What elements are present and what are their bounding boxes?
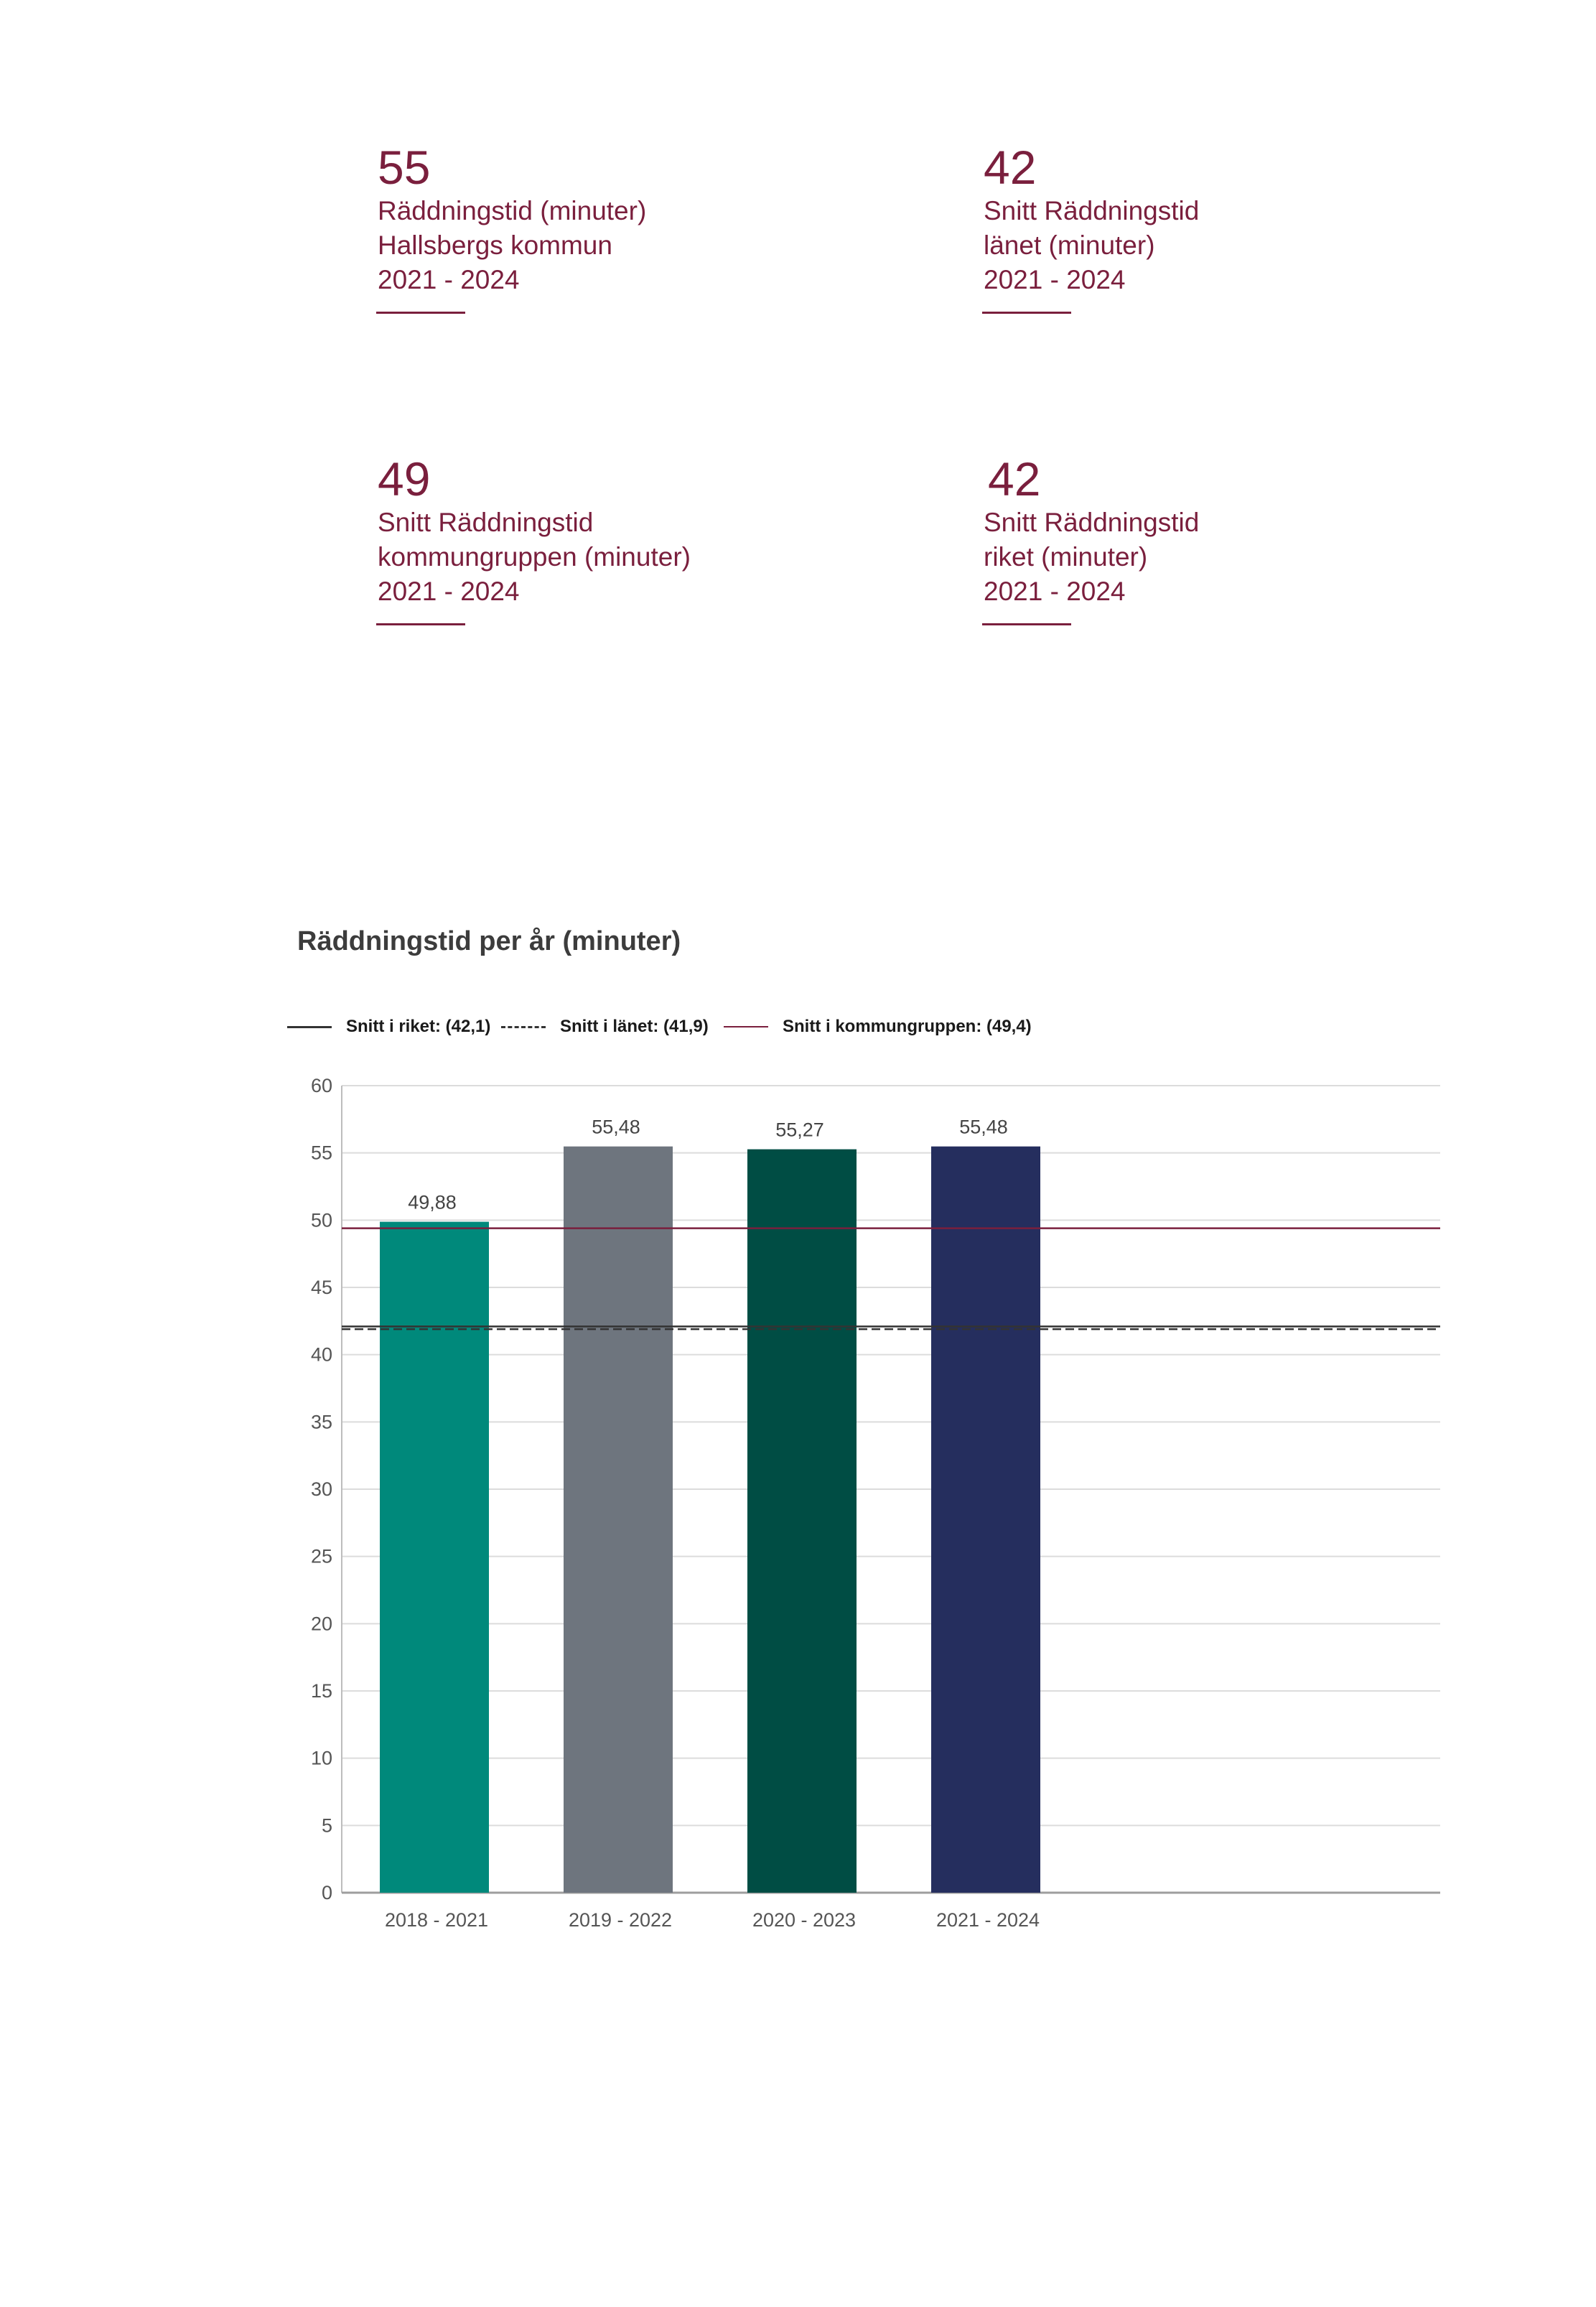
y-tick-label: 5 bbox=[322, 1814, 332, 1836]
y-tick-label: 45 bbox=[311, 1277, 332, 1298]
kpi-card: 49 Snitt Räddningstid kommungruppen (min… bbox=[376, 452, 691, 625]
bar-2020-2023 bbox=[747, 1149, 857, 1893]
kpi-value: 49 bbox=[378, 452, 431, 505]
legend-swatch-wine bbox=[724, 1026, 768, 1027]
kpi-label-line: kommungruppen (minuter) bbox=[378, 542, 691, 572]
legend-swatch-dashed bbox=[501, 1025, 546, 1028]
y-tick-label: 50 bbox=[311, 1209, 332, 1231]
kpi-label-line: Snitt Räddningstid bbox=[984, 196, 1200, 225]
y-tick-label: 30 bbox=[311, 1478, 332, 1500]
y-tick-label: 25 bbox=[311, 1546, 332, 1567]
x-tick-label: 2019 - 2022 bbox=[569, 1909, 672, 1931]
y-tick-label: 20 bbox=[311, 1613, 332, 1634]
x-tick-label: 2021 - 2024 bbox=[936, 1909, 1040, 1931]
legend-label: Snitt i kommungruppen: (49,4) bbox=[783, 1017, 1032, 1036]
legend-item-kommungruppen: Snitt i kommungruppen: (49,4) bbox=[724, 1014, 1032, 1040]
kpi-value: 42 bbox=[988, 452, 1041, 505]
kpi-label-line: 2021 - 2024 bbox=[378, 577, 520, 606]
legend-label: Snitt i länet: (41,9) bbox=[560, 1017, 709, 1036]
bar-value-label: 55,27 bbox=[775, 1119, 824, 1141]
y-tick-label: 40 bbox=[311, 1344, 332, 1366]
bar-value-label: 55,48 bbox=[959, 1117, 1008, 1138]
kpi-label-line: Räddningstid (minuter) bbox=[378, 196, 647, 225]
kpi-label-line: länet (minuter) bbox=[984, 230, 1155, 260]
x-tick-label: 2018 - 2021 bbox=[385, 1909, 488, 1931]
legend-item-riket: Snitt i riket: (42,1) bbox=[287, 1014, 490, 1040]
kpi-value: 55 bbox=[378, 141, 431, 194]
bar-value-label: 49,88 bbox=[408, 1192, 457, 1213]
kpi-divider bbox=[376, 312, 465, 314]
y-tick-label: 60 bbox=[311, 1075, 332, 1096]
kpi-label-line: 2021 - 2024 bbox=[378, 265, 520, 294]
legend-label: Snitt i riket: (42,1) bbox=[346, 1017, 491, 1036]
y-tick-label: 15 bbox=[311, 1680, 332, 1702]
kpi-divider bbox=[376, 623, 465, 625]
kpi-card: 42 Snitt Räddningstid länet (minuter) 20… bbox=[982, 141, 1200, 314]
kpi-divider bbox=[982, 312, 1071, 314]
bar-2018-2021 bbox=[380, 1221, 489, 1893]
x-tick-label: 2020 - 2023 bbox=[752, 1909, 856, 1931]
y-tick-label: 0 bbox=[322, 1882, 332, 1903]
kpi-value: 42 bbox=[984, 141, 1037, 194]
kpi-label-line: Snitt Räddningstid bbox=[984, 508, 1200, 537]
kpi-label-line: 2021 - 2024 bbox=[984, 265, 1126, 294]
legend-swatch-solid bbox=[287, 1025, 332, 1028]
kpi-card: 55 Räddningstid (minuter) Hallsbergs kom… bbox=[376, 141, 647, 314]
kpi-label-line: Hallsbergs kommun bbox=[378, 230, 612, 260]
legend-item-lanet: Snitt i länet: (41,9) bbox=[501, 1014, 709, 1040]
y-tick-label: 10 bbox=[311, 1748, 332, 1769]
kpi-card: 42 Snitt Räddningstid riket (minuter) 20… bbox=[982, 452, 1200, 625]
y-tick-label: 35 bbox=[311, 1411, 332, 1432]
kpi-divider bbox=[982, 623, 1071, 625]
kpi-label-line: Snitt Räddningstid bbox=[378, 508, 594, 537]
bar-value-label: 55,48 bbox=[592, 1117, 640, 1138]
kpi-label-line: 2021 - 2024 bbox=[984, 577, 1126, 606]
y-tick-label: 55 bbox=[311, 1142, 332, 1164]
bar-2021-2024 bbox=[931, 1146, 1040, 1893]
chart-title: Räddningstid per år (minuter) bbox=[297, 926, 681, 956]
bar-2019-2022 bbox=[564, 1146, 673, 1893]
kpi-label-line: riket (minuter) bbox=[984, 542, 1148, 572]
